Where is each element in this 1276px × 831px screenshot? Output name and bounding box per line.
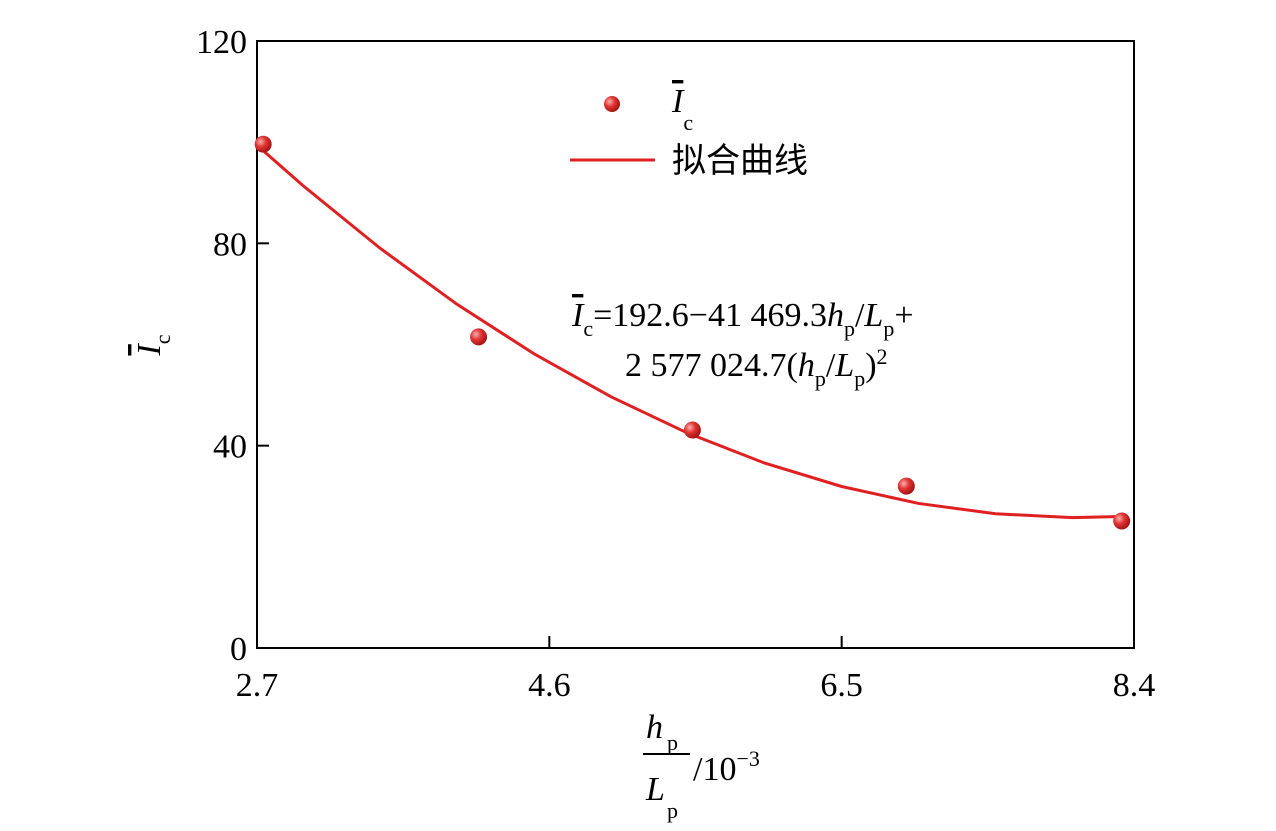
equation-line-2: 2 577 024.7(hp/Lp)2 bbox=[625, 344, 888, 391]
x-tick-label: 6.5 bbox=[820, 667, 863, 704]
plot-frame bbox=[256, 40, 1135, 649]
y-tick-label: 0 bbox=[230, 631, 247, 668]
legend-label: Ic bbox=[671, 83, 693, 135]
y-tick-label: 120 bbox=[196, 24, 247, 61]
x-tick-label: 2.7 bbox=[236, 667, 279, 704]
legend-label: 拟合曲线 bbox=[672, 141, 808, 181]
y-tick-label: 80 bbox=[213, 226, 247, 263]
equation-line-1: Ic=192.6−41 469.3hp/Lp+ bbox=[571, 297, 914, 341]
x-tick-label: 4.6 bbox=[528, 667, 571, 704]
point bbox=[683, 421, 701, 439]
point bbox=[470, 328, 488, 346]
x-label-unit: /10−3 bbox=[693, 746, 760, 788]
point bbox=[897, 477, 915, 495]
legend-marker bbox=[604, 96, 620, 112]
point bbox=[254, 135, 272, 153]
point bbox=[1113, 512, 1131, 530]
x-tick-label: 8.4 bbox=[1113, 667, 1156, 704]
x-label-numerator: h bbox=[646, 709, 663, 746]
fit-line bbox=[263, 150, 1127, 520]
x-label-denominator: L bbox=[645, 771, 665, 808]
x-label-denominator-sub: p bbox=[667, 798, 678, 823]
y-axis-label: Ic bbox=[131, 334, 175, 356]
y-tick-label: 40 bbox=[213, 429, 247, 466]
x-label-numerator-sub: p bbox=[667, 730, 678, 755]
